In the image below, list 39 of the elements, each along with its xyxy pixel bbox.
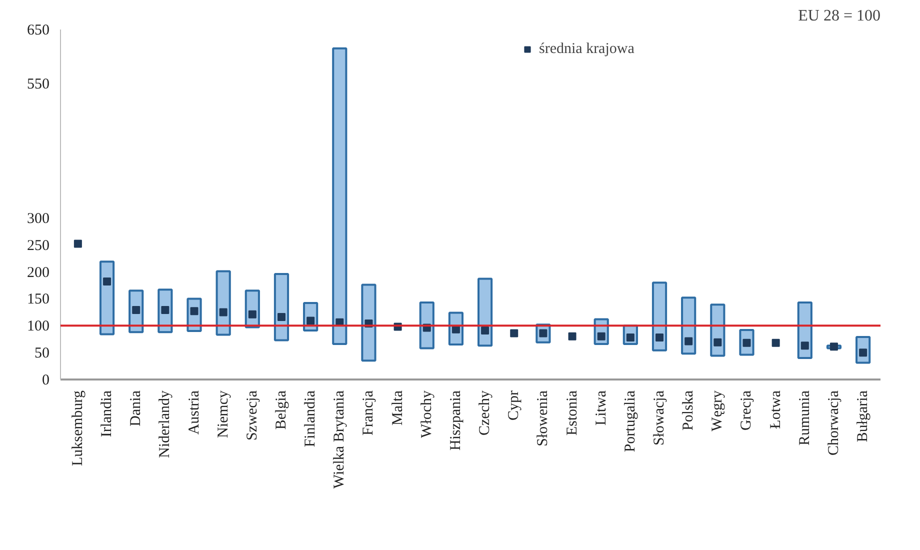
y-tick-label: 650 [27,22,50,38]
y-tick-label: 150 [27,292,50,308]
y-tick-label: 300 [27,210,50,227]
x-tick-label: Słowenia [535,390,552,446]
x-tick-label: Francja [360,390,377,436]
x-tick-label: Szwecja [244,390,260,440]
y-tick-label: 50 [34,346,50,362]
x-tick-label: Chorwacja [826,390,842,456]
legend-label: średnia krajowa [539,40,634,58]
y-tick-label: 100 [27,318,50,335]
x-tick-label: Niderlandy [157,390,174,458]
x-tick-label: Rumunia [796,390,813,446]
y-tick-label: 200 [27,264,50,281]
x-tick-label: Portugalia [622,390,638,452]
x-tick-label: Grecja [738,390,755,430]
x-tick-label: Dania [128,390,144,426]
x-tick-label: Niemcy [215,390,232,438]
x-tick-label: Litwa [593,390,610,426]
x-tick-label: Hiszpania [448,390,464,450]
x-tick-label: Irlandia [99,390,116,438]
x-tick-label: Finlandia [302,390,319,448]
x-tick-label: Malta [390,390,406,426]
x-tick-label: Cypr [506,390,522,420]
y-tick-label: 550 [27,76,50,92]
x-tick-label: Luksemburg [70,390,86,466]
y-tick-label: 0 [42,372,50,388]
x-tick-label: Łotwa [768,390,784,429]
x-tick-label: Węgry [710,390,726,432]
x-tick-label: Austria [186,390,202,435]
x-tick-label: Włochy [418,390,435,438]
x-tick-label: Belgia [273,390,290,430]
x-tick-label: Wielka Brytania [332,390,348,489]
text: EU 28 = 100 [798,8,881,24]
x-tick-label: Słowacja [652,390,668,446]
x-tick-label: Bułgaria [855,390,872,442]
x-tick-label: Polska [680,390,697,431]
x-tick-label: Estonia [564,390,580,436]
x-tick-label: Czechy [477,390,494,436]
y-tick-label: 250 [27,238,50,254]
